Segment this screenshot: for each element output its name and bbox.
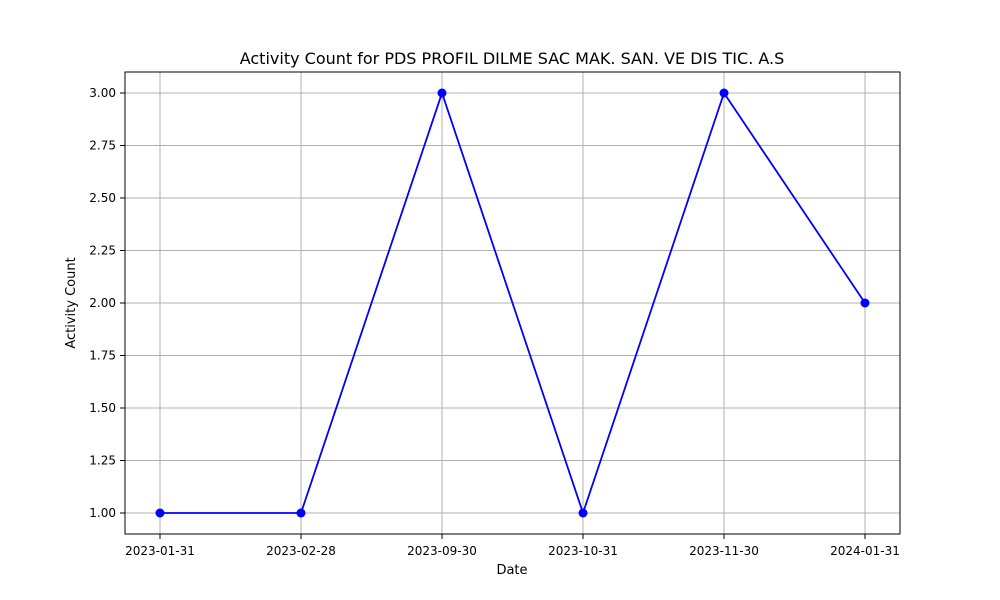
y-axis-label: Activity Count [64, 257, 79, 348]
y-tick-label: 3.00 [89, 86, 116, 100]
chart-title: Activity Count for PDS PROFIL DILME SAC … [240, 49, 785, 68]
data-point [578, 508, 588, 518]
y-tick-label: 2.50 [89, 191, 116, 205]
y-tick-label: 1.00 [89, 506, 116, 520]
x-tick-label: 2023-09-30 [407, 544, 477, 558]
y-tick-label: 2.00 [89, 296, 116, 310]
x-tick-label: 2024-01-31 [830, 544, 900, 558]
data-point [860, 298, 870, 308]
data-point [719, 88, 729, 98]
y-tick-label: 1.50 [89, 401, 116, 415]
data-point [155, 508, 165, 518]
x-tick-label: 2023-01-31 [125, 544, 195, 558]
y-tick-label: 1.75 [89, 349, 116, 363]
axis-ticks: 2023-01-31 2023-02-28 2023-09-30 2023-10-31… [89, 86, 900, 558]
y-tick-label: 2.75 [89, 139, 116, 153]
series-line [160, 90, 866, 516]
x-tick-label: 2023-02-28 [266, 544, 336, 558]
x-axis-label: Date [496, 563, 527, 578]
y-tick-label: 2.25 [89, 244, 116, 258]
data-point [296, 508, 306, 518]
x-tick-label: 2023-11-30 [689, 544, 759, 558]
data-point [437, 88, 447, 98]
x-tick-label: 2023-10-31 [548, 544, 618, 558]
series-layer [155, 88, 870, 518]
y-tick-label: 1.25 [89, 454, 116, 468]
